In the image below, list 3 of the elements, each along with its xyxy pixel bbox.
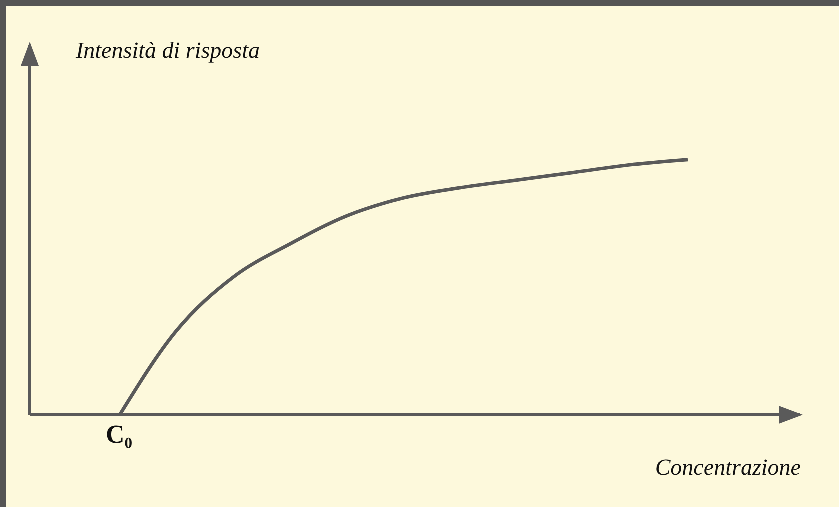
x-axis-title: Concentrazione [655, 455, 801, 481]
text: C₀ [106, 420, 133, 450]
y-axis-title: Intensità di risposta [76, 38, 260, 64]
